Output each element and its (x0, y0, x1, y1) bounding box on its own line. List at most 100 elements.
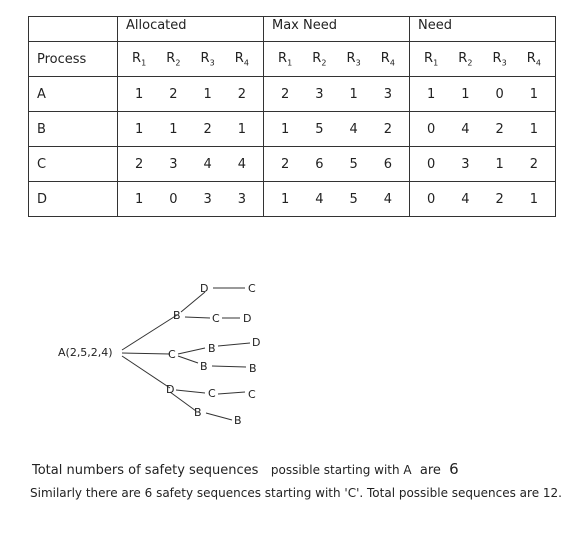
value-cell: 4 (383, 191, 393, 207)
value-cell: 3 (237, 191, 247, 207)
value-cell: 2 (495, 191, 504, 207)
group-header-row: Allocated Max Need Need (28, 16, 556, 42)
allocated-values: 1 0 3 3 (117, 181, 264, 217)
value-cell: 0 (426, 191, 436, 207)
value-cell: 2 (529, 156, 539, 172)
value-cell: 3 (315, 86, 324, 102)
value-cell: 1 (169, 121, 178, 137)
tree-node: D (252, 336, 260, 349)
value-cell: 2 (280, 86, 290, 102)
value-cell: 5 (315, 121, 324, 137)
allocated-values: 1 1 2 1 (117, 111, 264, 147)
value-cell: 3 (203, 191, 212, 207)
resource-label: R4 (526, 50, 541, 68)
value-cell: 1 (280, 191, 290, 207)
tree-node: B (200, 360, 208, 373)
value-cell: 4 (237, 156, 247, 172)
tree-node: B (194, 406, 202, 419)
value-cell: 3 (461, 156, 470, 172)
need-values: 0 3 1 2 (409, 146, 556, 182)
resource-label: R3 (492, 50, 507, 68)
corner-cell (28, 16, 118, 42)
value-cell: 4 (315, 191, 324, 207)
value-cell: 5 (349, 191, 358, 207)
process-name: A (28, 76, 118, 112)
resource-label: R3 (200, 50, 215, 68)
value-cell: 1 (529, 191, 539, 207)
max-need-header: Max Need (263, 16, 410, 42)
max-values: 2 3 1 3 (263, 76, 410, 112)
value-cell: 4 (349, 121, 358, 137)
value-cell: 3 (169, 156, 178, 172)
value-cell: 0 (426, 121, 436, 137)
resource-label: R4 (380, 50, 395, 68)
value-cell: 6 (315, 156, 324, 172)
value-cell: 1 (426, 86, 436, 102)
value-cell: 0 (495, 86, 504, 102)
value-cell: 5 (349, 156, 358, 172)
tree-node: B (208, 342, 216, 355)
value-cell: 2 (169, 86, 178, 102)
value-cell: 4 (461, 121, 470, 137)
value-cell: 2 (495, 121, 504, 137)
value-cell: 1 (237, 121, 247, 137)
value-cell: 6 (383, 156, 393, 172)
allocated-header: Allocated (117, 16, 264, 42)
tree-edges (121, 287, 251, 421)
value-cell: 2 (280, 156, 290, 172)
resource-table: Allocated Max Need Need Process R1 R2 R3 R4… (28, 16, 556, 217)
resource-label: R1 (424, 50, 439, 68)
resource-label: R3 (346, 50, 361, 68)
value-cell: 1 (529, 86, 539, 102)
resource-label: R4 (234, 50, 249, 68)
process-header: Process (28, 41, 118, 77)
safety-sequence-tree: A(2,5,2,4) B C D D C C D B D B B C C B B (58, 282, 260, 427)
tree-node: D (243, 312, 251, 325)
need-values: 0 4 2 1 (409, 181, 556, 217)
value-cell: 1 (529, 121, 539, 137)
tree-node: B (173, 309, 181, 322)
tree-node: C (208, 387, 216, 400)
resource-label: R2 (312, 50, 327, 68)
value-cell: 4 (203, 156, 212, 172)
value-cell: 1 (203, 86, 212, 102)
tree-node: C (212, 312, 220, 325)
max-values: 2 6 5 6 (263, 146, 410, 182)
tree-node: C (248, 282, 256, 295)
process-name: B (28, 111, 118, 147)
similarly-note: Similarly there are 6 safety sequences s… (30, 486, 562, 500)
tree-node: D (200, 282, 208, 295)
resource-label: R1 (278, 50, 293, 68)
total-sequences-note: Total numbers of safety sequences possib… (32, 460, 459, 478)
value-cell: 2 (237, 86, 247, 102)
process-name: C (28, 146, 118, 182)
value-cell: 4 (461, 191, 470, 207)
value-cell: 1 (349, 86, 358, 102)
value-cell: 1 (280, 121, 290, 137)
tree-root: A(2,5,2,4) (58, 346, 113, 359)
need-header: Need (409, 16, 556, 42)
allocated-values: 2 3 4 4 (117, 146, 264, 182)
tree-node: C (168, 348, 176, 361)
max-resources: R1 R2 R3 R4 (263, 41, 410, 77)
tree-node: B (249, 362, 257, 375)
value-cell: 1 (461, 86, 470, 102)
value-cell: 0 (426, 156, 436, 172)
resource-label: R2 (458, 50, 473, 68)
tree-node: B (234, 414, 242, 427)
resource-label: R1 (132, 50, 147, 68)
resource-label: R2 (166, 50, 181, 68)
value-cell: 1 (134, 86, 144, 102)
value-cell: 2 (203, 121, 212, 137)
need-resources: R1 R2 R3 R4 (409, 41, 556, 77)
tree-node: D (166, 383, 174, 396)
value-cell: 1 (495, 156, 504, 172)
value-cell: 1 (134, 191, 144, 207)
allocated-resources: R1 R2 R3 R4 (117, 41, 264, 77)
value-cell: 1 (134, 121, 144, 137)
